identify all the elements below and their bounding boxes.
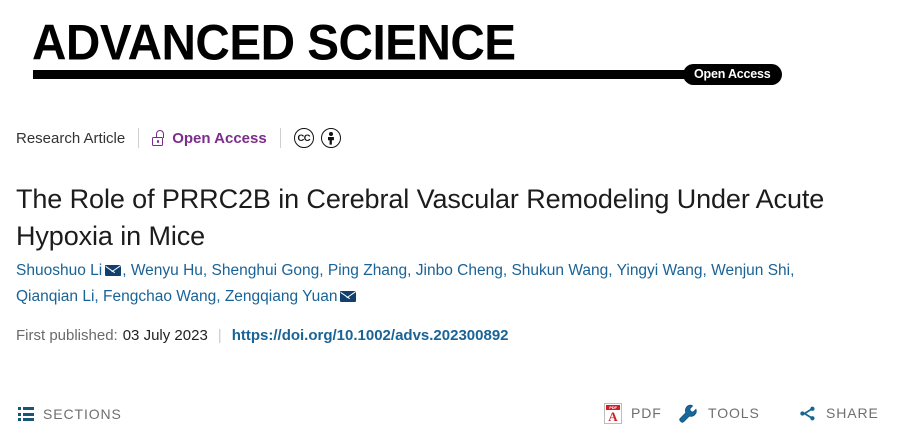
publication-info: First published: 03 July 2023 | https://… bbox=[16, 327, 509, 344]
share-label: SHARE bbox=[826, 405, 879, 421]
masthead-rule bbox=[33, 70, 688, 79]
author-separator: , bbox=[122, 262, 131, 279]
page-title: The Role of PRRC2B in Cerebral Vascular … bbox=[16, 184, 825, 252]
author-name[interactable]: Fengchao Wang bbox=[103, 288, 217, 305]
pdf-icon-badge: PDF bbox=[609, 404, 617, 410]
open-access-badge: Open Access bbox=[683, 64, 782, 85]
pdf-button[interactable]: PDF A PDF bbox=[604, 400, 662, 426]
meta-divider bbox=[138, 128, 140, 148]
author-name[interactable]: Shuoshuo Li bbox=[16, 262, 103, 279]
author-name[interactable]: Ping Zhang bbox=[327, 262, 408, 279]
unlock-icon bbox=[152, 130, 165, 146]
open-access-group[interactable]: Open Access bbox=[152, 130, 267, 147]
list-icon bbox=[18, 407, 34, 421]
author-name[interactable]: Zengqiang Yuan bbox=[224, 288, 338, 305]
share-icon bbox=[798, 404, 817, 423]
author-separator: , bbox=[790, 262, 795, 279]
article-meta-row: Research Article Open Access CC bbox=[16, 127, 341, 149]
corresponding-author-envelope-icon[interactable] bbox=[105, 265, 122, 276]
sections-button[interactable]: SECTIONS bbox=[18, 401, 122, 427]
publication-divider: | bbox=[217, 327, 222, 344]
author-name[interactable]: Shenghui Gong bbox=[211, 262, 320, 279]
author-name[interactable]: Qianqian Li bbox=[16, 288, 95, 305]
cc-by-icon[interactable] bbox=[320, 128, 341, 148]
article-action-bar: SECTIONS PDF A PDF TOOLS bbox=[0, 392, 901, 438]
author-name[interactable]: Wenyu Hu bbox=[130, 262, 203, 279]
meta-divider-2 bbox=[279, 128, 281, 148]
pdf-icon: PDF A bbox=[604, 402, 622, 424]
cc-icon[interactable]: CC bbox=[293, 128, 314, 148]
author-name[interactable]: Shukun Wang bbox=[511, 262, 609, 279]
doi-link[interactable]: https://doi.org/10.1002/advs.202300892 bbox=[231, 327, 509, 344]
tools-label: TOOLS bbox=[708, 405, 760, 421]
publication-date: 03 July 2023 bbox=[122, 327, 208, 344]
license-badges[interactable]: CC bbox=[293, 128, 341, 148]
corresponding-author-envelope-icon[interactable] bbox=[340, 291, 357, 302]
pdf-label: PDF bbox=[631, 405, 662, 421]
wrench-icon bbox=[678, 403, 699, 424]
author-separator: , bbox=[202, 262, 212, 279]
author-name[interactable]: Wenjun Shi bbox=[711, 262, 791, 279]
author-name[interactable]: Jinbo Cheng bbox=[415, 262, 503, 279]
author-separator: , bbox=[319, 262, 328, 279]
tools-button[interactable]: TOOLS bbox=[678, 400, 760, 426]
open-access-label: Open Access bbox=[172, 129, 267, 147]
author-separator: , bbox=[407, 262, 416, 279]
author-separator: , bbox=[94, 288, 104, 305]
author-separator: , bbox=[702, 262, 712, 279]
first-published-label: First published: bbox=[16, 327, 118, 344]
author-separator: , bbox=[502, 262, 512, 279]
sections-label: SECTIONS bbox=[43, 406, 122, 422]
author-separator: , bbox=[608, 262, 617, 279]
article-type-label: Research Article bbox=[16, 129, 126, 147]
journal-masthead: ADVANCED SCIENCE Open Access bbox=[0, 0, 901, 100]
author-name[interactable]: Yingyi Wang bbox=[616, 262, 703, 279]
author-list: Shuoshuo Li, Wenyu Hu, Shenghui Gong, Pi… bbox=[16, 258, 831, 310]
share-button[interactable]: SHARE bbox=[798, 400, 879, 426]
author-separator: , bbox=[216, 288, 225, 305]
journal-logo-wordmark: ADVANCED SCIENCE bbox=[32, 13, 516, 71]
